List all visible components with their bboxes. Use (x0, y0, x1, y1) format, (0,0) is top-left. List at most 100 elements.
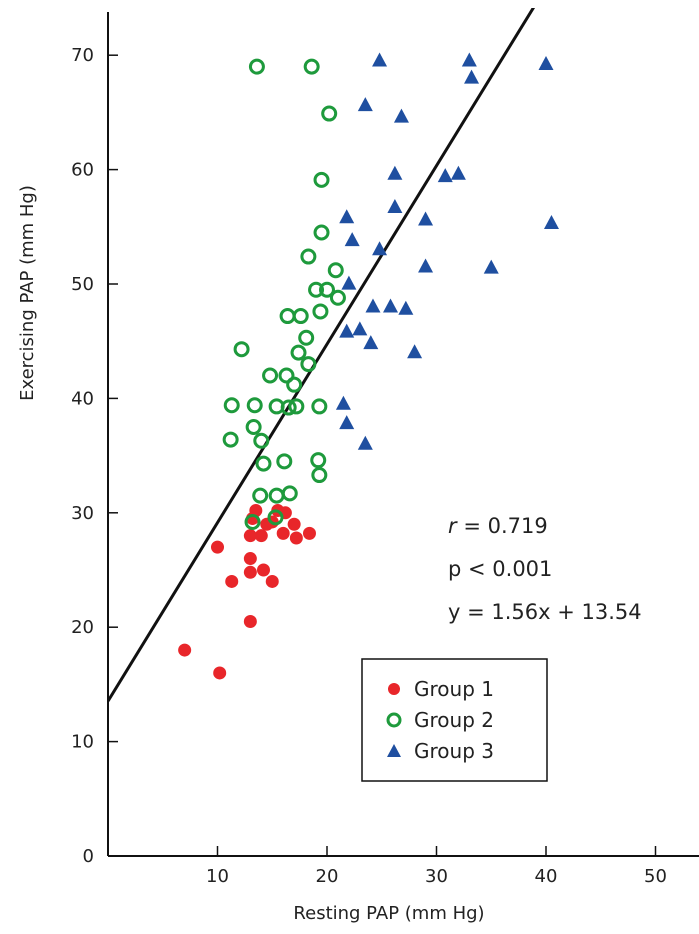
equation-annotation: y = 1.56x + 13.54 (448, 600, 642, 624)
group-2-point (276, 453, 293, 470)
group-3-point (339, 415, 355, 430)
group-2-point (248, 58, 265, 75)
group-2-point (310, 452, 327, 469)
group-3-point (461, 52, 477, 67)
axes (107, 12, 699, 857)
legend-label-group-2: Group 2 (414, 708, 494, 732)
group-3-point (543, 214, 559, 229)
y-tick-label-20: 20 (71, 617, 94, 638)
group-3-point (344, 232, 360, 247)
group-3-point (418, 211, 434, 226)
group-1-point (249, 504, 263, 518)
group-1-point (287, 517, 301, 531)
y-tick-label-30: 30 (71, 503, 94, 524)
group-1-point (243, 614, 257, 628)
group-3-point (357, 97, 373, 112)
group-2-point (300, 356, 317, 373)
legend-label-group-1: Group 1 (414, 677, 494, 701)
group-2-point (292, 308, 309, 325)
group-2-point (298, 329, 315, 346)
group-2-point (303, 58, 320, 75)
group-3-point (398, 300, 414, 315)
x-tick-label-10: 10 (206, 866, 229, 887)
group-2-point (286, 376, 303, 393)
r-value: = 0.719 (457, 514, 548, 538)
group-3-point (372, 241, 388, 256)
group-3-point (352, 321, 368, 336)
group-1-point (256, 563, 270, 577)
group-2-point (268, 487, 285, 504)
group-1-point (289, 531, 303, 545)
y-tick-label-50: 50 (71, 274, 94, 295)
legend-label-group-3: Group 3 (414, 739, 494, 763)
legend-marker-group-1 (388, 683, 400, 695)
group-1-point (254, 529, 268, 543)
group-3-point (357, 435, 373, 450)
group-2-point (312, 303, 329, 320)
r-annotation: r = 0.719 (448, 514, 548, 538)
x-axis-title: Resting PAP (mm Hg) (293, 903, 484, 924)
group-2-point (300, 248, 317, 265)
group-3-point (339, 209, 355, 224)
group-2-point (313, 171, 330, 188)
group-1-point (265, 574, 279, 588)
group-3-point (387, 165, 403, 180)
group-3-point (483, 259, 499, 274)
group-3-point (387, 198, 403, 213)
group-2-point (311, 467, 328, 484)
group-2-point (280, 399, 297, 416)
group-2-point (327, 262, 344, 279)
group-3-point (450, 165, 466, 180)
group-3-point (341, 275, 357, 290)
group-2-point (255, 455, 272, 472)
group-3-point (363, 335, 379, 350)
group-2-point (311, 398, 328, 415)
regression-line (108, 8, 536, 702)
y-tick-label-70: 70 (71, 45, 94, 66)
group-2-point (313, 224, 330, 241)
group-1-point (243, 565, 257, 579)
legend-marker-group-2 (386, 712, 402, 728)
y-tick-label-60: 60 (71, 160, 94, 181)
group-2-point (329, 289, 346, 306)
x-tick-label-50: 50 (644, 866, 667, 887)
group-2-point (223, 397, 240, 414)
group-3-point (538, 55, 554, 70)
group-3-point (383, 298, 399, 313)
group-2-point (246, 397, 263, 414)
y-tick-label-40: 40 (71, 388, 94, 409)
group-2-point (267, 509, 284, 526)
r-symbol: r (448, 514, 458, 538)
group-2-point (222, 431, 239, 448)
regression-line-group (108, 8, 536, 702)
y-tick-label-10: 10 (71, 732, 94, 753)
group-2-point (288, 398, 305, 415)
group-3-point (393, 108, 409, 123)
x-tick-label-20: 20 (316, 866, 339, 887)
group-2-point (281, 485, 298, 502)
group-2-point (245, 419, 262, 435)
group-3-point (372, 52, 388, 67)
group-3-point (365, 298, 381, 313)
group-1-point (243, 552, 257, 566)
group-1-point (276, 526, 290, 540)
group-3-point (335, 395, 351, 410)
y-axis-title: Exercising PAP (mm Hg) (17, 185, 38, 401)
group-2-point (244, 513, 261, 530)
group-2-point (279, 308, 296, 325)
group-2-point (278, 367, 295, 384)
legend-marker-group-3 (387, 744, 401, 757)
group-3-point (464, 69, 480, 84)
group-1-point (225, 574, 239, 588)
group-3-point (407, 344, 423, 359)
group-2-point (290, 344, 307, 361)
group-1-point (178, 643, 192, 657)
group-2-point (233, 341, 250, 358)
x-tick-label-40: 40 (535, 866, 558, 887)
x-tick-label-30: 30 (425, 866, 448, 887)
group-3-point (437, 168, 453, 183)
group-2-point (321, 105, 338, 122)
group-2-point (252, 487, 269, 504)
group-1-point (243, 529, 257, 543)
